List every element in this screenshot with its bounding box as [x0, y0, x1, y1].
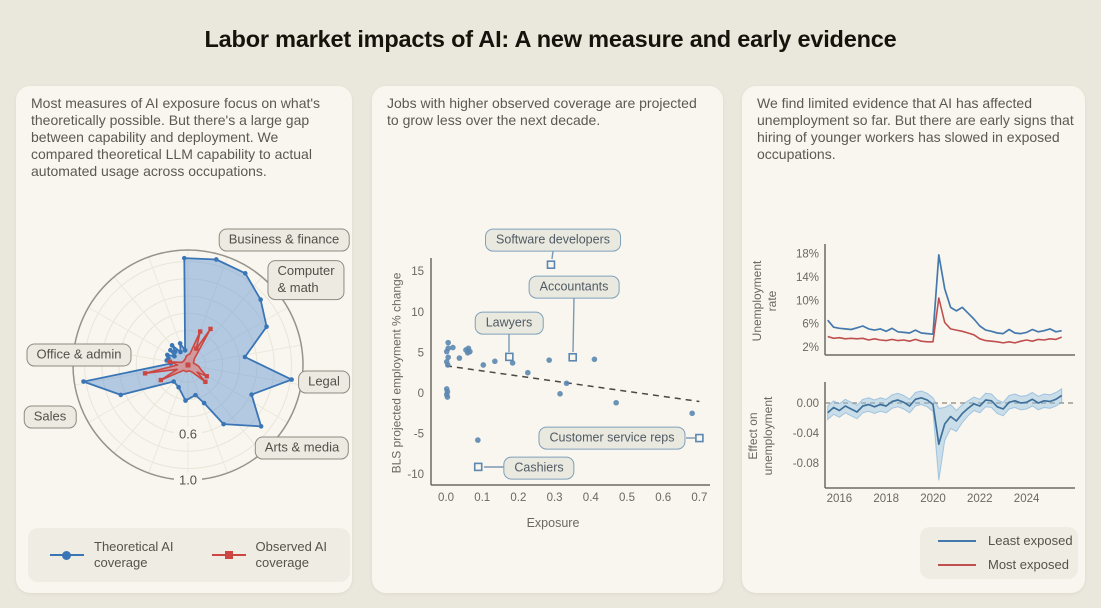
legend-item-least-exposed: Least exposed: [938, 533, 1073, 549]
theoretical-coverage-marker-icon: [50, 550, 84, 560]
scatter-y-axis-label: BLS projected employment % change: [389, 272, 404, 474]
svg-text:6%: 6%: [802, 319, 819, 331]
svg-text:10: 10: [411, 307, 424, 319]
effect-axis-label: Effect on unemployment: [746, 396, 775, 476]
svg-text:-0.08: -0.08: [793, 458, 819, 470]
panel-employment-growth: Jobs with higher observed coverage are p…: [372, 86, 723, 593]
callout-cashiers: Cashiers: [503, 456, 575, 480]
svg-text:0.1: 0.1: [474, 492, 490, 504]
unemployment-rate-axis-label: Unemployment rate: [750, 260, 779, 342]
svg-text:5: 5: [418, 347, 424, 359]
radar-axis-label-arts-media: Arts & media: [254, 436, 350, 460]
svg-text:2020: 2020: [920, 493, 946, 505]
svg-text:-0.04: -0.04: [793, 428, 820, 440]
legend-item-most-exposed: Most exposed: [938, 557, 1069, 573]
svg-text:18%: 18%: [796, 249, 819, 261]
most-exposed-line-icon: [938, 563, 976, 566]
svg-text:0: 0: [418, 388, 424, 400]
svg-text:2022: 2022: [967, 493, 993, 505]
radar-axis-label-computer-math: Computer & math: [267, 260, 345, 300]
legend-item-theoretical: Theoretical AI coverage: [50, 539, 174, 572]
svg-text:2016: 2016: [827, 493, 853, 505]
callout-customer-service-reps: Customer service reps: [538, 426, 686, 450]
legend-label-least-exposed: Least exposed: [988, 533, 1073, 549]
radar-axis-label-legal: Legal: [298, 370, 350, 394]
panel-unemployment-text: We find limited evidence that AI has aff…: [757, 95, 1074, 162]
svg-text:0.00: 0.00: [797, 398, 819, 410]
svg-text:10%: 10%: [796, 295, 819, 307]
svg-text:0.6: 0.6: [655, 492, 671, 504]
legend-item-observed: Observed AI coverage: [211, 538, 328, 572]
svg-text:0.2: 0.2: [510, 492, 526, 504]
callout-software-developers: Software developers: [485, 228, 621, 252]
figure-title: Labor market impacts of AI: A new measur…: [204, 26, 897, 52]
svg-text:0.4: 0.4: [583, 492, 600, 504]
svg-text:0.0: 0.0: [438, 492, 454, 504]
legend-label-most-exposed: Most exposed: [988, 556, 1069, 572]
scatter-x-axis-label: Exposure: [526, 516, 580, 530]
svg-text:0.5: 0.5: [619, 492, 635, 504]
legend-label-theoretical: Theoretical AI coverage: [94, 538, 174, 570]
legend-label-observed: Observed AI coverage: [255, 538, 328, 570]
least-exposed-line-icon: [938, 540, 976, 543]
radar-axis-label-office-admin: Office & admin: [26, 343, 132, 367]
callout-accountants: Accountants: [528, 275, 620, 299]
panel-ai-coverage-text: Most measures of AI exposure focus on wh…: [31, 95, 321, 179]
panel-unemployment: We find limited evidence that AI has aff…: [742, 86, 1085, 593]
svg-text:0.7: 0.7: [691, 492, 707, 504]
svg-text:2018: 2018: [873, 493, 899, 505]
svg-text:15: 15: [411, 266, 424, 278]
panel-ai-coverage: Most measures of AI exposure focus on wh…: [16, 86, 352, 593]
radar-axis-label-business-finance: Business & finance: [218, 228, 350, 252]
exposure-legend: Least exposed Most exposed: [920, 527, 1078, 579]
observed-coverage-marker-icon: [211, 550, 246, 560]
panel-employment-growth-text: Jobs with higher observed coverage are p…: [387, 95, 697, 128]
svg-text:0.3: 0.3: [547, 492, 563, 504]
unemployment-line-charts: 18% 14% 10% 6% 2% 0.00 -0.04 -0.08 2016 2018 2020 2…: [793, 244, 1075, 505]
radar-axis-label-sales: Sales: [23, 405, 77, 429]
callout-lawyers: Lawyers: [474, 311, 544, 335]
radar-legend: Theoretical AI coverage Observed AI cove…: [28, 528, 350, 582]
svg-text:14%: 14%: [796, 272, 819, 284]
svg-text:2%: 2%: [802, 342, 819, 354]
svg-text:2024: 2024: [1014, 493, 1040, 505]
svg-text:-10: -10: [407, 469, 424, 481]
svg-text:-5: -5: [414, 429, 424, 441]
radar-chart: [72, 249, 304, 481]
scatter-chart: 15 10 5 0 -5 -10 0.0 0.1 0.2 0.3 0.4 0.5 0.6 0.7: [407, 250, 710, 504]
radar-ring-label-1-0: 1.0: [173, 472, 203, 488]
radar-ring-label-0-6: 0.6: [173, 426, 203, 442]
